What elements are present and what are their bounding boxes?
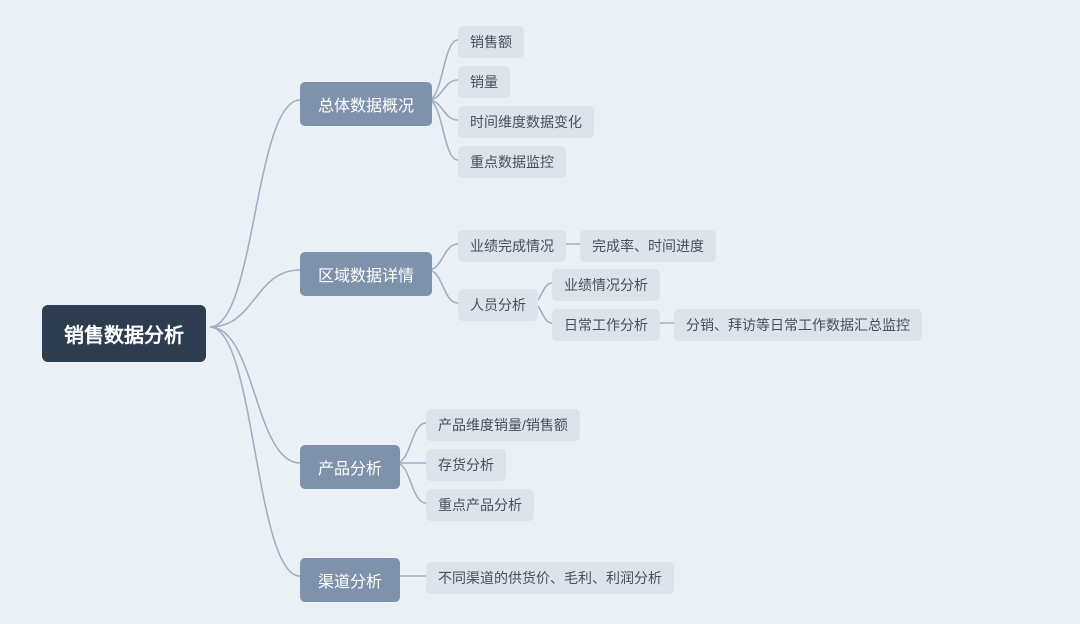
branch-overview-label: 总体数据概况 (318, 92, 414, 116)
leaf-label: 销售额 (470, 32, 512, 52)
leaf-label: 重点产品分析 (438, 495, 522, 515)
branch-region-label: 区域数据详情 (318, 262, 414, 286)
leaf-label: 分销、拜访等日常工作数据汇总监控 (686, 315, 910, 335)
leaf-daily-summary: 分销、拜访等日常工作数据汇总监控 (674, 309, 922, 341)
branch-overview: 总体数据概况 (300, 82, 432, 126)
leaf-personnel: 人员分析 (458, 289, 538, 321)
leaf-performance: 业绩完成情况 (458, 230, 566, 262)
leaf-daily-work: 日常工作分析 (552, 309, 660, 341)
leaf-key-monitor: 重点数据监控 (458, 146, 566, 178)
leaf-completion-rate: 完成率、时间进度 (580, 230, 716, 262)
leaf-sales-amount: 销售额 (458, 26, 524, 58)
leaf-label: 时间维度数据变化 (470, 112, 582, 132)
branch-region: 区域数据详情 (300, 252, 432, 296)
leaf-label: 业绩情况分析 (564, 275, 648, 295)
branch-product-label: 产品分析 (318, 455, 382, 479)
root-label: 销售数据分析 (64, 319, 184, 348)
leaf-label: 业绩完成情况 (470, 236, 554, 256)
leaf-label: 重点数据监控 (470, 152, 554, 172)
leaf-label: 日常工作分析 (564, 315, 648, 335)
leaf-time-dimension: 时间维度数据变化 (458, 106, 594, 138)
leaf-key-product: 重点产品分析 (426, 489, 534, 521)
root-node: 销售数据分析 (42, 305, 206, 362)
leaf-label: 销量 (470, 72, 498, 92)
leaf-label: 不同渠道的供货价、毛利、利润分析 (438, 568, 662, 588)
leaf-sales-volume: 销量 (458, 66, 510, 98)
leaf-label: 人员分析 (470, 295, 526, 315)
leaf-product-dim: 产品维度销量/销售额 (426, 409, 580, 441)
leaf-inventory: 存货分析 (426, 449, 506, 481)
branch-channel: 渠道分析 (300, 558, 400, 602)
leaf-label: 产品维度销量/销售额 (438, 415, 568, 435)
leaf-perf-analysis: 业绩情况分析 (552, 269, 660, 301)
leaf-label: 完成率、时间进度 (592, 236, 704, 256)
branch-channel-label: 渠道分析 (318, 568, 382, 592)
leaf-label: 存货分析 (438, 455, 494, 475)
leaf-channel-profit: 不同渠道的供货价、毛利、利润分析 (426, 562, 674, 594)
branch-product: 产品分析 (300, 445, 400, 489)
